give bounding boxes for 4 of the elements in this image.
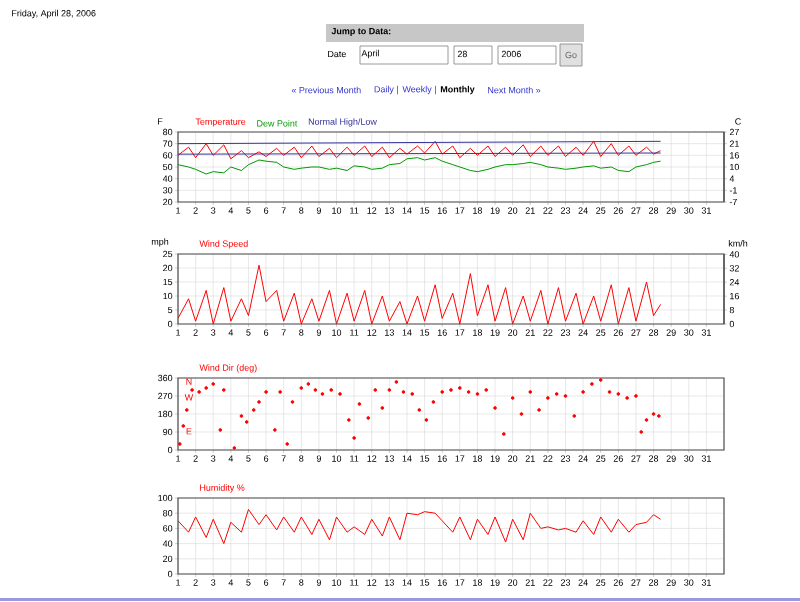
line-series xyxy=(178,508,662,545)
line-series xyxy=(178,264,662,324)
line-series xyxy=(178,157,662,175)
line-series xyxy=(178,140,662,160)
